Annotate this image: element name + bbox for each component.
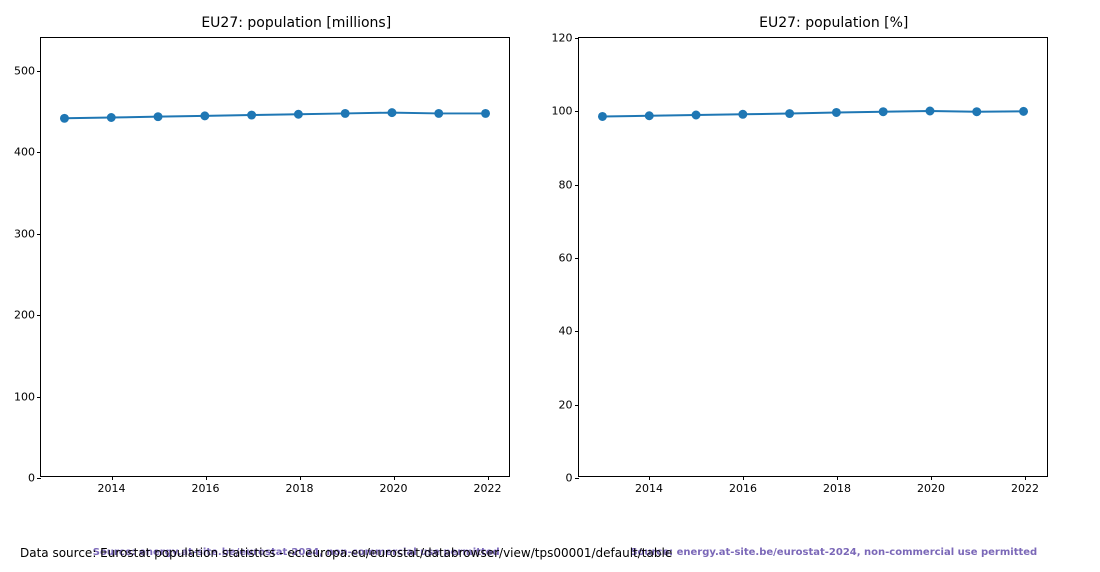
series-marker xyxy=(201,112,209,120)
series-marker xyxy=(60,114,68,122)
series-marker xyxy=(294,110,302,118)
series-marker xyxy=(1019,107,1027,115)
series-marker xyxy=(107,114,115,122)
series-marker xyxy=(785,110,793,118)
panel-left: EU27: population [millions] 010020030040… xyxy=(40,15,553,520)
series-line xyxy=(602,111,1023,116)
series-marker xyxy=(832,108,840,116)
panel-left-svg xyxy=(41,38,509,476)
series-marker xyxy=(482,109,490,117)
panel-right-plot: 02040608010012020142016201820202022 xyxy=(578,37,1048,477)
series-marker xyxy=(598,112,606,120)
series-marker xyxy=(738,110,746,118)
series-marker xyxy=(925,107,933,115)
figure: EU27: population [millions] 010020030040… xyxy=(40,15,1090,520)
panel-right-title: EU27: population [%] xyxy=(578,15,1091,31)
series-marker xyxy=(692,111,700,119)
series-marker xyxy=(645,112,653,120)
panel-left-plot: 010020030040050020142016201820202022 xyxy=(40,37,510,477)
panel-left-title: EU27: population [millions] xyxy=(40,15,553,31)
series-marker xyxy=(248,111,256,119)
panel-right: EU27: population [%] 0204060801001202014… xyxy=(578,15,1091,520)
panel-right-svg xyxy=(579,38,1047,476)
series-marker xyxy=(879,108,887,116)
data-source-line: Data source: Eurostat population statist… xyxy=(20,546,672,560)
series-line xyxy=(64,113,485,119)
series-marker xyxy=(972,108,980,116)
series-marker xyxy=(154,113,162,121)
series-marker xyxy=(341,109,349,117)
series-marker xyxy=(435,109,443,117)
series-marker xyxy=(388,109,396,117)
